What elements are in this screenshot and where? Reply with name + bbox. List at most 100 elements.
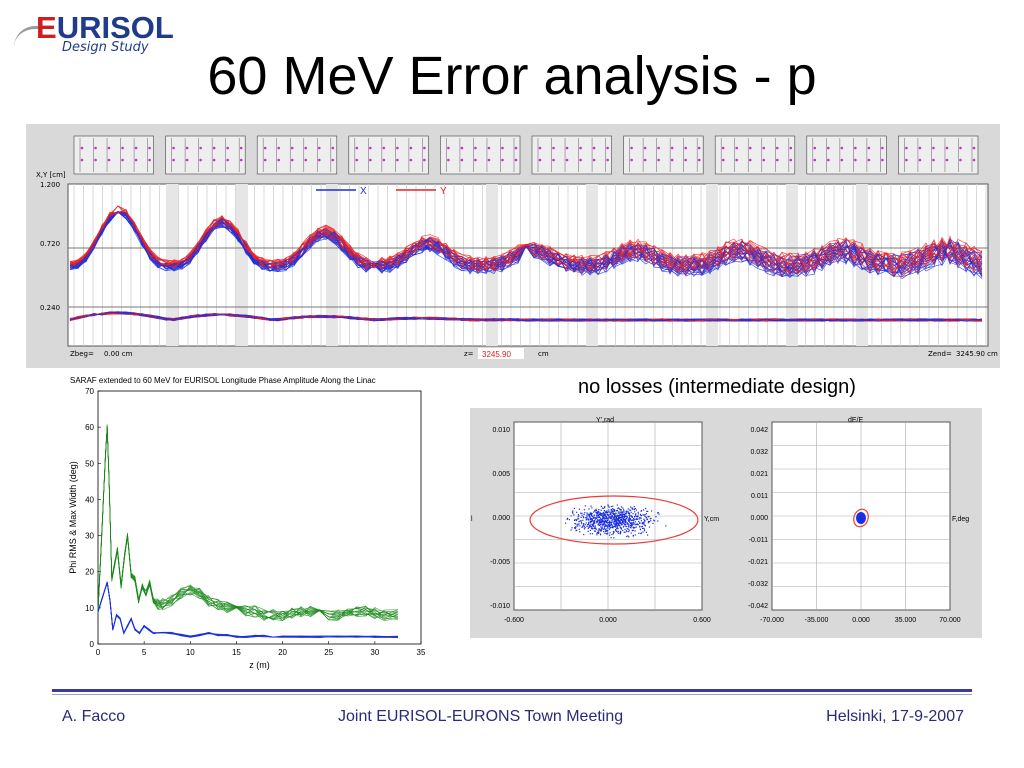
particle	[590, 514, 592, 516]
particle	[629, 515, 631, 517]
zbeg-label: Zbeg=	[70, 350, 94, 358]
y-tick-label: 0.042	[750, 427, 768, 434]
particle	[617, 527, 619, 529]
particle	[647, 522, 649, 524]
particle	[609, 534, 611, 536]
particle	[624, 528, 626, 530]
particle	[626, 528, 628, 530]
particle	[643, 528, 645, 530]
particle	[630, 519, 632, 521]
particle	[646, 518, 648, 520]
lattice-marker	[172, 158, 175, 162]
particle	[612, 512, 614, 515]
particle	[582, 525, 584, 527]
particle	[598, 524, 600, 526]
y-tick-label: 0.000	[750, 515, 768, 522]
particle	[614, 518, 617, 520]
particle	[597, 529, 599, 531]
particle	[618, 518, 620, 520]
y-tick-label: 20	[85, 568, 94, 577]
particle	[603, 518, 605, 520]
particle	[640, 510, 642, 512]
particle	[635, 521, 637, 523]
particle	[625, 513, 627, 515]
particle	[576, 525, 578, 527]
particle	[642, 509, 645, 511]
particle	[665, 525, 667, 527]
z-value-box[interactable]	[478, 348, 524, 359]
particle	[603, 510, 605, 512]
particle	[635, 526, 637, 528]
particle	[604, 522, 606, 524]
particle	[632, 508, 634, 510]
particle	[595, 512, 597, 514]
particle	[619, 517, 621, 519]
particle	[634, 514, 637, 516]
particle	[591, 527, 593, 529]
y-tick-label: 50	[85, 459, 94, 468]
lattice-module	[73, 135, 154, 175]
transverse-axis-left: l	[471, 516, 473, 523]
particle	[597, 532, 600, 534]
particle	[604, 515, 606, 517]
particle	[591, 526, 593, 528]
particle	[631, 507, 633, 510]
particle	[645, 513, 647, 515]
lattice-marker	[945, 146, 949, 150]
particle	[643, 527, 645, 529]
particle	[603, 507, 605, 509]
particle	[609, 532, 611, 534]
lattice-marker	[501, 158, 504, 162]
particle	[642, 522, 644, 524]
particle	[612, 527, 614, 529]
particle	[599, 513, 601, 515]
particle	[613, 523, 615, 525]
particle	[594, 526, 596, 528]
particle	[609, 511, 611, 513]
y-tick-0240: 0.240	[40, 304, 60, 312]
particle	[601, 521, 603, 523]
transverse-acceptance-ellipse	[529, 495, 699, 545]
particle	[628, 512, 630, 514]
lattice-marker	[867, 158, 871, 162]
particle	[648, 521, 650, 523]
particle	[584, 527, 586, 529]
particle	[597, 510, 599, 512]
particle	[582, 517, 585, 519]
particle	[582, 519, 584, 521]
particle	[640, 518, 642, 520]
lattice-marker	[369, 158, 372, 162]
particle	[621, 515, 623, 517]
particle	[591, 533, 593, 535]
lattice-marker	[827, 158, 830, 162]
lattice-marker	[172, 146, 175, 150]
lattice-marker	[199, 146, 202, 150]
particle	[629, 509, 631, 511]
particle	[626, 512, 628, 514]
particle	[627, 510, 629, 512]
particle	[600, 526, 602, 528]
logo-word: EURISOL	[36, 10, 174, 46]
particle	[632, 521, 635, 523]
particle	[606, 521, 608, 523]
particle	[620, 509, 622, 511]
particle	[624, 524, 626, 526]
particle	[602, 520, 604, 522]
particle	[575, 518, 577, 521]
x-tick-label: 70.000	[939, 617, 961, 624]
particle	[639, 526, 641, 528]
particle	[610, 516, 612, 518]
lattice-module	[165, 135, 246, 175]
particle	[636, 523, 638, 525]
particle	[602, 513, 604, 515]
particle	[594, 522, 596, 524]
particle	[593, 521, 595, 523]
particle	[635, 509, 637, 511]
particle	[618, 522, 620, 524]
particle	[613, 531, 615, 533]
x-rms-trace	[69, 311, 983, 322]
particle	[628, 519, 630, 521]
lattice-module	[623, 135, 704, 175]
particle	[628, 529, 630, 531]
particle	[629, 523, 631, 525]
